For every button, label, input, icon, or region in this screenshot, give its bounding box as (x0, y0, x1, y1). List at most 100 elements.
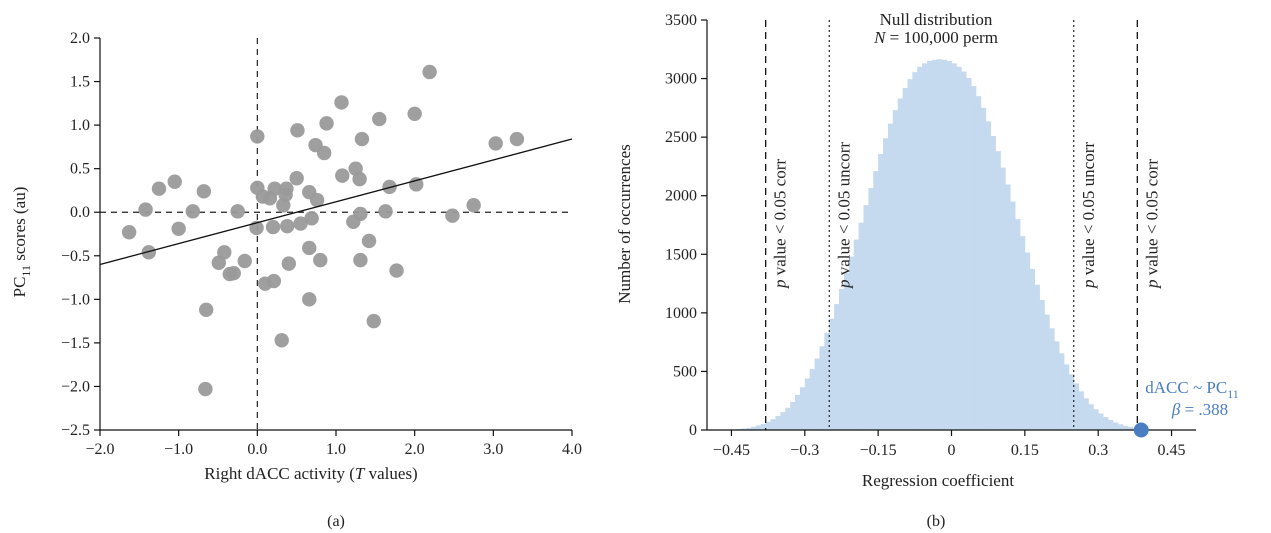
b-histogram-bar (975, 96, 982, 431)
b-histogram-bar (873, 171, 879, 430)
a-data-point (466, 198, 481, 213)
a-y-tick-label: −1.5 (61, 335, 90, 352)
b-observed-marker (1133, 422, 1149, 438)
b-histogram-bar (941, 59, 948, 430)
b-histogram-bar (829, 318, 835, 430)
a-data-point (196, 184, 212, 199)
b-histogram-bar (809, 369, 815, 430)
b-histogram-bar (760, 423, 767, 430)
a-data-point (289, 171, 304, 186)
b-threshold-label: p value < 0.05 corr (1142, 159, 1161, 289)
b-title-line1: Null distribution (880, 10, 993, 29)
a-data-point (280, 218, 295, 234)
a-data-point (290, 123, 305, 138)
b-histogram-bar (907, 79, 913, 431)
b-histogram-bar (1059, 353, 1065, 430)
b-histogram-bar (839, 288, 845, 430)
b-y-tick-label: 0 (689, 422, 697, 439)
b-histogram-bar (1039, 299, 1045, 430)
b-histogram-bar (834, 304, 840, 430)
b-histogram-bar (741, 428, 747, 430)
b-histogram-bar (1005, 184, 1011, 430)
a-y-tick-label: 0.0 (70, 204, 90, 221)
b-histogram-bar (814, 358, 820, 430)
a-data-point (121, 225, 137, 240)
b-histogram-bars (721, 59, 1172, 431)
b-histogram-bar (868, 188, 874, 430)
a-data-point (138, 202, 153, 217)
b-axes (701, 19, 1196, 436)
a-y-axis-label: PC11 scores (au) (10, 187, 33, 298)
a-x-tick-label: 3.0 (483, 441, 503, 458)
b-histogram-bar (785, 407, 791, 430)
b-histogram-bar (922, 63, 928, 430)
a-y-tick-label: 1.0 (70, 117, 90, 134)
a-data-point (366, 313, 381, 329)
panel-b-histogram: −0.45 −0.3 −0.15 0 0.15 0.3 0.45 3500 3000 2500 2… (615, 10, 1239, 530)
a-y-tick-label: 0.5 (70, 161, 90, 178)
a-y-tick-label: −0.5 (61, 248, 90, 265)
b-histogram-bar (1044, 314, 1050, 430)
a-data-point (279, 181, 294, 196)
a-data-point (167, 174, 182, 189)
b-x-tick-label: 0 (948, 442, 956, 459)
b-threshold-label: p value < 0.05 uncorr (1079, 142, 1098, 289)
b-histogram-bar (1010, 201, 1016, 430)
b-histogram-bar (1015, 219, 1021, 430)
b-histogram-bar (863, 205, 869, 430)
b-x-tick-label: −0.45 (713, 442, 750, 459)
b-y-axis-label: Number of occurrences (615, 144, 634, 304)
a-data-point (372, 111, 387, 127)
a-data-point (151, 181, 167, 196)
a-panel-label: (a) (327, 513, 345, 530)
b-y-tick-label: 2000 (665, 188, 697, 205)
b-x-tick-label: −0.15 (860, 442, 897, 459)
b-x-tick-label: 0.3 (1088, 442, 1108, 459)
b-histogram-bar (1034, 284, 1040, 430)
b-histogram-bar (1000, 167, 1006, 430)
a-data-point (335, 168, 350, 183)
a-data-point (334, 95, 349, 110)
a-data-point (445, 208, 460, 223)
a-data-point (185, 204, 201, 219)
b-histogram-bar (956, 66, 962, 430)
a-data-point (281, 256, 296, 271)
a-x-tick-label: 0.0 (247, 441, 267, 458)
b-histogram-bar (1103, 417, 1109, 430)
b-histogram-bar (804, 378, 811, 430)
b-histogram-bar (985, 121, 992, 430)
b-histogram-bar (936, 59, 943, 430)
b-histogram-bar (980, 107, 987, 430)
b-histogram-bar (790, 401, 796, 430)
a-data-point (353, 252, 368, 268)
b-histogram-bar (795, 394, 801, 430)
a-data-point (361, 233, 377, 249)
b-y-tick-label: 1500 (665, 246, 697, 263)
b-histogram-bar (951, 63, 957, 430)
b-y-tick-label: 3500 (665, 12, 697, 29)
a-data-point (265, 219, 281, 235)
a-points (121, 64, 525, 397)
b-panel-label: (b) (927, 513, 946, 530)
b-histogram-bar (858, 222, 864, 430)
b-histogram-bar (990, 135, 996, 430)
b-y-tick-label: 1000 (665, 305, 697, 322)
a-regression-line (99, 138, 573, 266)
a-data-point (313, 252, 328, 268)
a-y-tick-label: −2.5 (61, 422, 90, 439)
a-data-point (141, 245, 156, 260)
b-histogram-bar (961, 71, 967, 431)
a-data-point (302, 240, 317, 256)
a-data-point (237, 253, 252, 269)
a-data-point (266, 273, 282, 289)
a-data-point (250, 129, 265, 144)
b-histogram-bar (1112, 422, 1119, 430)
b-histogram-bar (1107, 420, 1114, 430)
b-threshold-lines (765, 20, 1138, 430)
b-histogram-bar (912, 72, 918, 430)
a-data-point (199, 302, 214, 317)
a-data-point (302, 292, 317, 307)
a-data-point (293, 216, 308, 231)
a-x-tick-label: 2.0 (405, 441, 425, 458)
b-x-tick-labels: −0.45 −0.3 −0.15 0 0.15 0.3 0.45 (713, 442, 1186, 459)
